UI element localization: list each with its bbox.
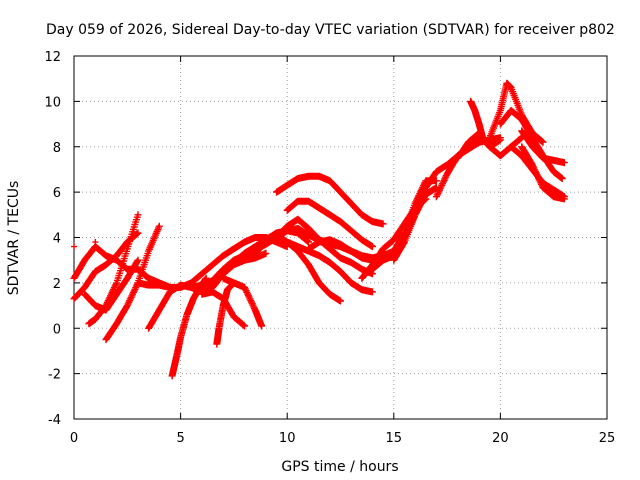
y-tick-label: 2: [53, 277, 61, 292]
series-markers: [81, 256, 142, 314]
x-tick-label: 0: [70, 431, 78, 446]
series-track-7: [134, 234, 291, 291]
series-markers: [273, 172, 387, 228]
series-track-17: [283, 197, 376, 251]
y-tick-label: 6: [53, 186, 61, 201]
series-track-32: [518, 127, 568, 167]
y-tick-label: 10: [44, 95, 61, 110]
chart-title: Day 059 of 2026, Sidereal Day-to-day VTE…: [46, 22, 615, 38]
x-axis-label: GPS time / hours: [281, 459, 398, 475]
data-point-marker: [71, 243, 77, 250]
y-tick-label: 8: [53, 141, 61, 156]
x-tick-label: 15: [386, 431, 403, 446]
x-tick-label: 20: [492, 431, 509, 446]
series-track-5: [102, 222, 163, 344]
y-tick-label: 4: [53, 232, 61, 247]
y-tick-label: -2: [48, 368, 61, 383]
x-tick-label: 10: [279, 431, 296, 446]
y-tick-label: 12: [44, 50, 61, 65]
series-track-4: [85, 211, 142, 328]
series-track-31: [518, 143, 568, 203]
y-axis-label: SDTVAR / TECUs: [6, 181, 22, 296]
tick-labels: 0 5 10 15 20 25 -4 -2 0 2 4 6 8 10 12: [44, 50, 615, 446]
y-tick-label: -4: [48, 413, 61, 428]
series-track-3: [81, 256, 142, 314]
x-tick-label: 25: [599, 431, 616, 446]
data-series: [70, 79, 568, 380]
series-track-19: [283, 238, 376, 296]
series-track-12: [219, 274, 266, 330]
axis-ticks: [73, 55, 608, 420]
series-track-27: [467, 97, 504, 151]
y-tick-label: 0: [53, 322, 61, 337]
series-track-24: [390, 134, 504, 264]
data-point-marker: [92, 239, 99, 246]
series-track-11: [198, 288, 249, 330]
series-markers: [390, 134, 504, 264]
x-tick-label: 5: [176, 431, 184, 446]
series-track-16: [273, 172, 387, 228]
